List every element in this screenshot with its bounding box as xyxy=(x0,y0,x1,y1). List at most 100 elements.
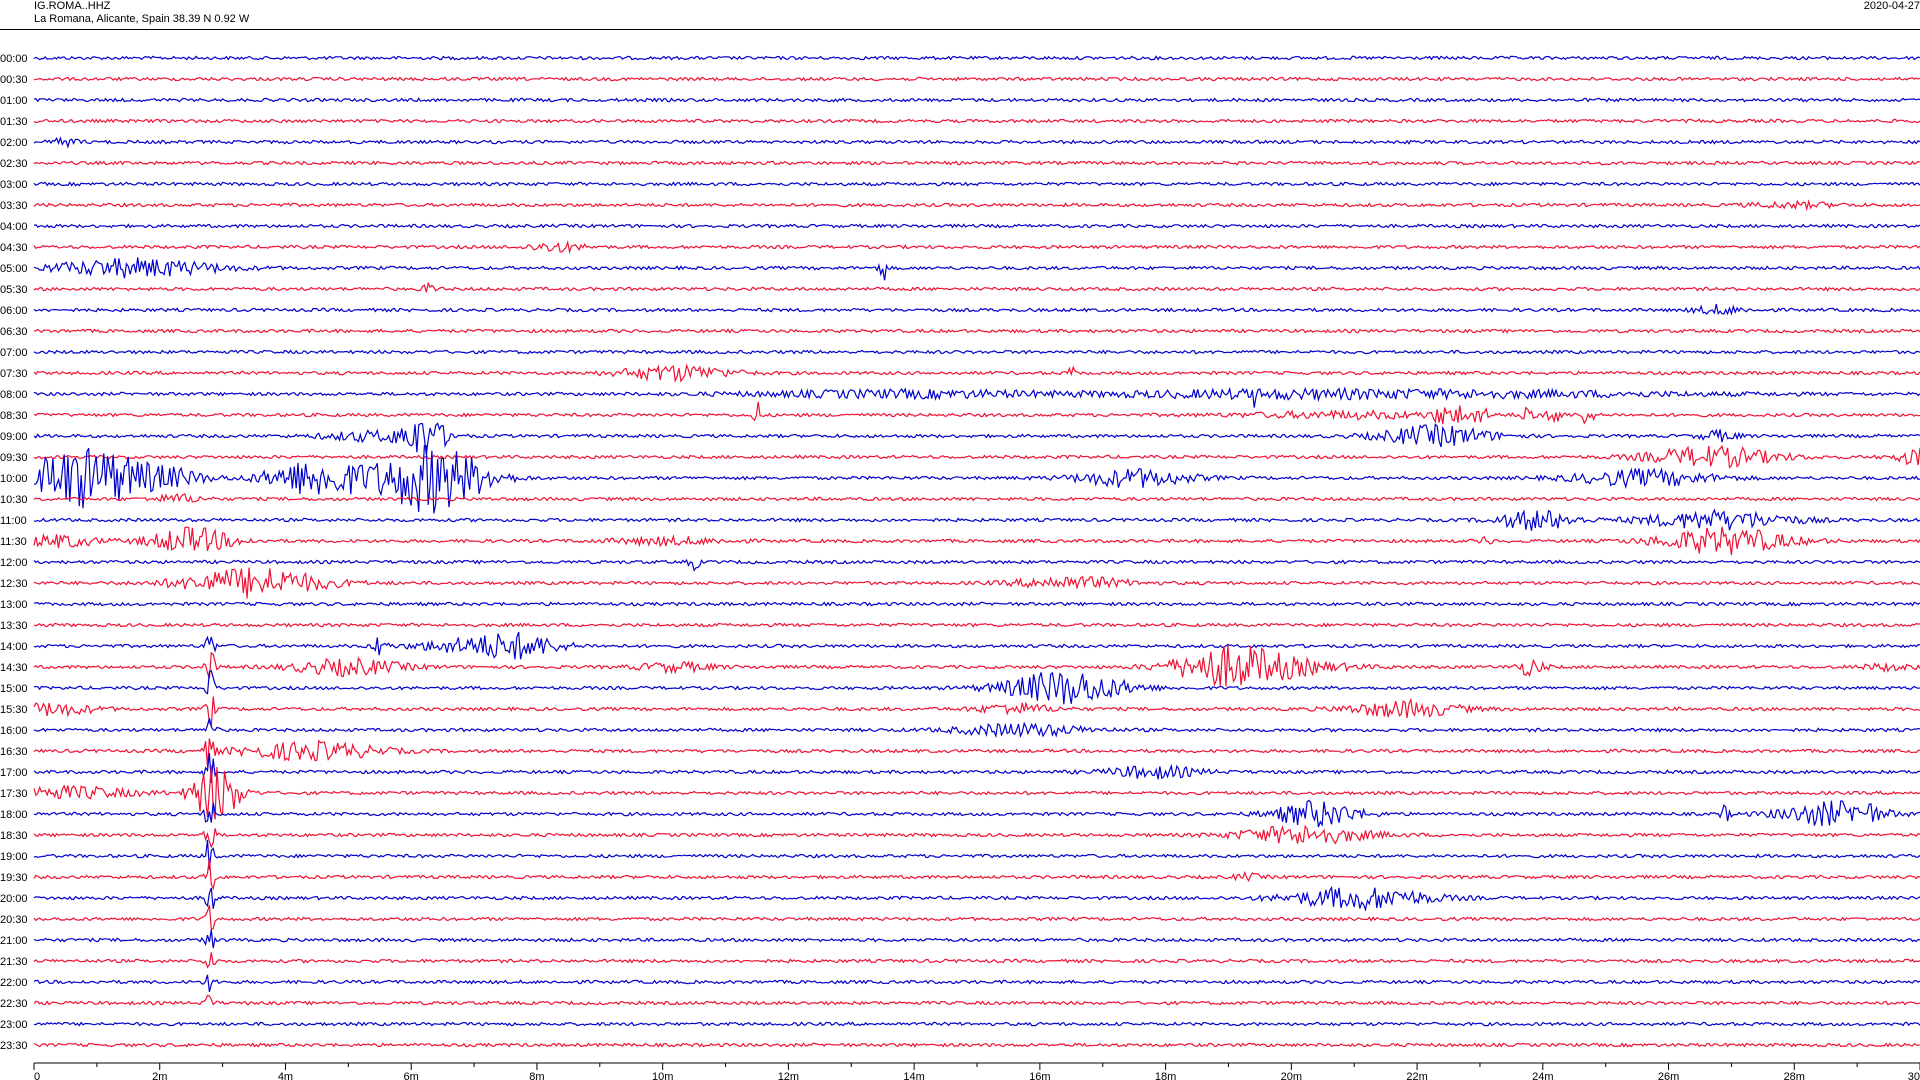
trace-row: 22:00 xyxy=(0,974,1920,992)
row-time-label: 14:30 xyxy=(0,662,28,674)
row-time-label: 21:30 xyxy=(0,956,28,968)
x-tick-label: 12m xyxy=(778,1071,799,1080)
x-tick-label: 10m xyxy=(652,1071,673,1080)
row-time-label: 19:30 xyxy=(0,872,28,884)
seismic-trace xyxy=(33,136,1920,149)
seismic-trace xyxy=(33,160,1920,166)
row-time-label: 01:30 xyxy=(0,116,28,128)
row-time-label: 00:00 xyxy=(0,53,28,65)
row-time-label: 23:30 xyxy=(0,1040,28,1052)
trace-row: 03:00 xyxy=(0,179,1920,191)
trace-row: 19:30 xyxy=(0,858,1920,891)
seismic-trace xyxy=(33,765,1920,820)
trace-row: 17:00 xyxy=(0,752,1920,784)
seismic-trace xyxy=(33,905,1920,931)
row-time-label: 13:00 xyxy=(0,599,28,611)
row-time-label: 09:00 xyxy=(0,431,28,443)
seismic-trace xyxy=(33,929,1920,949)
row-time-label: 08:00 xyxy=(0,389,28,401)
seismic-trace xyxy=(33,444,1920,469)
row-time-label: 03:00 xyxy=(0,179,28,191)
station-location: La Romana, Alicante, Spain 38.39 N 0.92 … xyxy=(34,13,250,25)
station-code: IG.ROMA..HHZ xyxy=(34,0,111,12)
trace-row: 01:30 xyxy=(0,116,1920,128)
trace-row: 14:00 xyxy=(0,631,1920,660)
row-time-label: 04:30 xyxy=(0,242,28,254)
trace-row: 20:30 xyxy=(0,905,1920,931)
x-tick-label: 2m xyxy=(152,1071,167,1080)
trace-row: 04:30 xyxy=(0,239,1920,255)
seismic-trace xyxy=(33,349,1920,355)
row-time-label: 08:30 xyxy=(0,410,28,422)
trace-row: 16:00 xyxy=(0,717,1920,739)
row-time-label: 02:00 xyxy=(0,137,28,149)
seismic-trace xyxy=(33,752,1920,784)
x-tick-label: 30 xyxy=(1908,1071,1920,1080)
seismic-trace xyxy=(33,839,1920,870)
row-time-label: 22:00 xyxy=(0,977,28,989)
row-time-label: 11:30 xyxy=(0,536,27,548)
trace-row: 08:30 xyxy=(0,401,1920,425)
row-time-label: 09:30 xyxy=(0,452,28,464)
row-time-label: 10:00 xyxy=(0,473,28,485)
trace-row: 02:30 xyxy=(0,158,1920,170)
x-tick-label: 24m xyxy=(1532,1071,1553,1080)
row-time-label: 18:00 xyxy=(0,809,28,821)
seismic-trace xyxy=(33,239,1920,255)
seismic-trace xyxy=(33,558,1920,572)
header-divider xyxy=(0,29,1920,30)
trace-row: 10:00 xyxy=(0,444,1920,514)
seismic-trace xyxy=(34,328,1920,334)
seismic-trace xyxy=(33,974,1920,992)
row-time-label: 13:30 xyxy=(0,620,28,632)
row-time-label: 18:30 xyxy=(0,830,28,842)
trace-row: 05:30 xyxy=(0,281,1920,296)
seismic-trace xyxy=(33,669,1920,705)
x-axis: 0 2m 4m 6m 8m 10m 12m 14m 16m 18m 20m 22m 24m 26m 28m 3… xyxy=(33,1062,1920,1080)
seismic-trace xyxy=(33,303,1920,316)
x-tick-label: 26m xyxy=(1658,1071,1679,1080)
seismic-trace xyxy=(33,76,1920,82)
trace-row: 01:00 xyxy=(0,95,1920,107)
trace-row: 07:30 xyxy=(0,363,1920,384)
seismic-trace xyxy=(33,696,1920,727)
seismic-trace xyxy=(33,631,1920,660)
row-time-label: 10:30 xyxy=(0,494,28,506)
seismic-trace xyxy=(33,55,1920,61)
trace-row: 06:30 xyxy=(0,326,1920,338)
trace-row: 03:30 xyxy=(0,199,1920,212)
trace-row: 12:00 xyxy=(0,557,1920,572)
trace-row: 10:30 xyxy=(0,492,1920,506)
trace-row: 09:00 xyxy=(0,422,1920,455)
seismic-trace xyxy=(33,508,1920,531)
seismic-trace xyxy=(33,526,1920,556)
trace-row: 21:30 xyxy=(0,952,1920,969)
row-time-label: 01:00 xyxy=(0,95,28,107)
seismic-trace xyxy=(33,952,1920,969)
trace-row: 23:00 xyxy=(0,1019,1920,1031)
row-time-label: 15:30 xyxy=(0,704,28,716)
x-tick-label: 0 xyxy=(34,1071,40,1080)
trace-row: 21:00 xyxy=(0,929,1920,949)
seismic-trace xyxy=(33,738,1920,768)
seismic-trace xyxy=(33,492,1920,503)
row-time-label: 04:00 xyxy=(0,221,28,233)
row-time-label: 00:30 xyxy=(0,74,28,86)
row-time-label: 16:30 xyxy=(0,746,28,758)
x-tick-label: 18m xyxy=(1155,1071,1176,1080)
row-time-label: 07:00 xyxy=(0,347,28,359)
trace-row: 06:00 xyxy=(0,303,1920,317)
seismic-trace xyxy=(33,622,1920,628)
seismic-trace xyxy=(33,422,1920,455)
trace-row: 15:00 xyxy=(0,669,1920,705)
seismic-trace xyxy=(33,257,1920,281)
row-time-label: 05:30 xyxy=(0,284,28,296)
trace-row: 14:30 xyxy=(0,644,1920,687)
seismic-trace xyxy=(33,401,1920,425)
trace-row: 11:30 xyxy=(0,526,1920,556)
trace-row: 12:30 xyxy=(0,567,1920,599)
seismic-trace xyxy=(33,717,1920,739)
seismic-trace xyxy=(33,567,1920,599)
x-tick-label: 4m xyxy=(278,1071,293,1080)
